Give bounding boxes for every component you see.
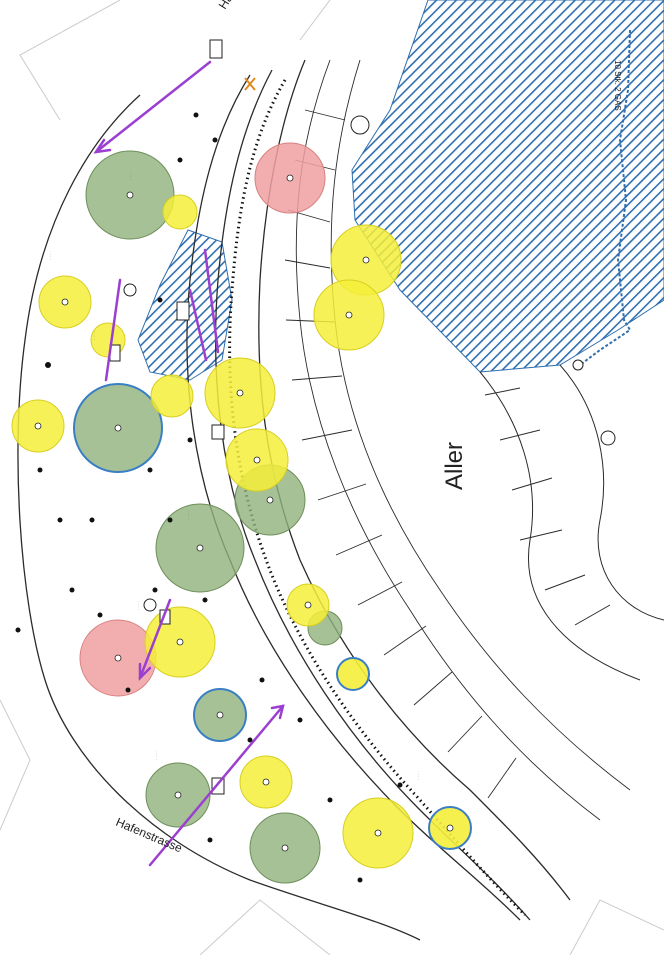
house-icon (123, 283, 137, 297)
house-icon (143, 598, 157, 612)
street-label-top: Hafenstrasse (216, 0, 266, 12)
svg-text:· · · ·: · · · · (154, 751, 159, 760)
arrow-icon (94, 60, 212, 154)
inner-bank (479, 364, 664, 681)
map-symbols (109, 39, 616, 795)
lamp-post-icons (15, 112, 403, 883)
arrow-icon (203, 248, 220, 354)
tree-markers (34, 174, 454, 852)
house-icon (350, 115, 370, 135)
arrows (93, 60, 285, 867)
cable-line (579, 29, 632, 366)
tree-annotations: · · · · · · · · · · · · · · · · · · · · … (48, 171, 421, 780)
arrow-icon (188, 288, 208, 362)
svg-text:· · · ·: · · · · (186, 511, 191, 520)
sign-marker (176, 301, 190, 321)
sign-marker (211, 424, 225, 440)
svg-text:· · · ·: · · · · (48, 251, 53, 260)
house-icon (572, 359, 584, 371)
svg-text:· · · ·: · · · · (92, 331, 97, 340)
construction-mark-icon (244, 77, 256, 91)
water-area-large (351, 0, 664, 373)
dotted-boundary (228, 79, 527, 917)
river-label: Aller (441, 442, 468, 490)
arrow-icon (148, 704, 285, 867)
arrow-icon (104, 278, 122, 382)
tree-yellow (150, 374, 194, 418)
cable-label: 10 Stk. 2 GAS (613, 60, 622, 111)
arrow-icon (138, 598, 172, 680)
house-icon (600, 430, 616, 446)
sign-marker (209, 39, 223, 59)
tree-yellow (162, 194, 198, 230)
svg-text:· · · ·: · · · · (136, 601, 141, 610)
svg-text:· · · ·: · · · · (416, 771, 421, 780)
tree-yellow-blue (336, 657, 370, 691)
svg-text:· · · ·: · · · · (128, 171, 133, 180)
